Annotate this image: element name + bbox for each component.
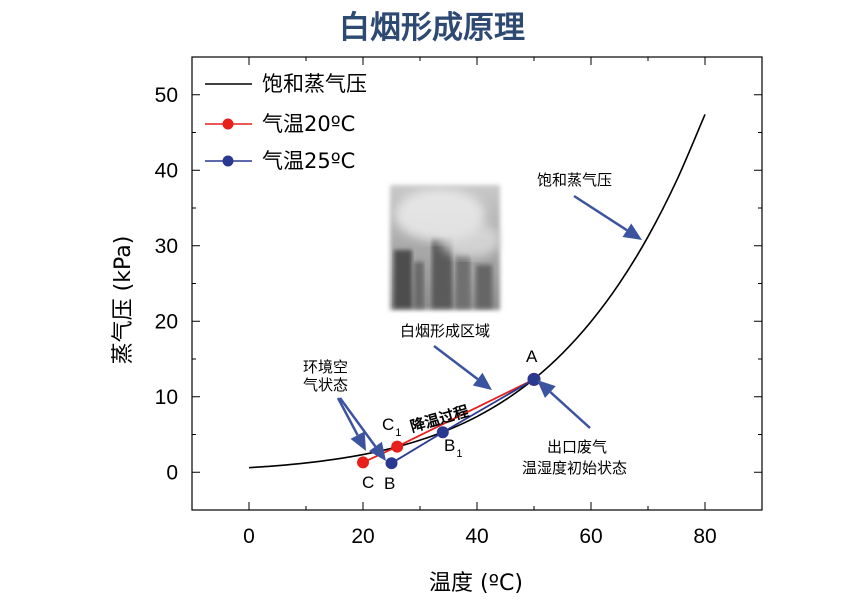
annotation-saturated-vapor: 饱和蒸气压 [537, 171, 612, 189]
arrow-ambient-to-C-head [350, 431, 366, 451]
point-A-25c [527, 372, 541, 386]
arrow-outlet-initial-head [537, 380, 556, 399]
arrow-ambient-to-C [336, 397, 366, 451]
point-B-25c [385, 457, 398, 470]
y-tick-label: 10 [155, 386, 178, 409]
arrow-outlet-initial-shaft [549, 391, 591, 429]
chart-title: 白烟形成原理 [339, 10, 525, 46]
point-label-A: A [526, 347, 538, 366]
legend-label-20c: 气温20ºC [262, 112, 355, 136]
y-tick-label: 30 [155, 235, 178, 258]
y-tick-label: 50 [155, 84, 178, 107]
x-tick-label: 80 [693, 525, 716, 548]
point-B1-25c [436, 426, 449, 439]
point-C-20c [357, 456, 369, 469]
point-label-C1: C1 [382, 415, 401, 439]
legend: 饱和蒸气压 气温20ºC 气温25ºC [205, 72, 367, 173]
x-tick-label: 60 [579, 525, 602, 548]
arrow-saturated-vapor-shaft [573, 194, 628, 232]
x-axis-label: 温度 (ºC) [429, 571, 523, 596]
x-tick-label: 40 [465, 525, 488, 548]
legend-marker-25c [222, 155, 234, 167]
point-label-B: B [384, 474, 395, 493]
point-label-B1: B1 [444, 436, 462, 460]
legend-marker-20c [222, 118, 234, 130]
arrow-ambient-to-B [338, 397, 386, 461]
legend-label-saturated: 饱和蒸气压 [262, 72, 367, 96]
arrow-white-smoke-region [433, 345, 492, 390]
smoke-photo [390, 185, 500, 310]
arrow-white-smoke-region-head [472, 372, 492, 390]
saturated-vapor-curve [248, 114, 706, 469]
point-label-sub-C1: 1 [395, 427, 401, 439]
arrow-ambient-to-B-head [368, 441, 386, 461]
arrow-saturated-vapor [573, 194, 642, 240]
annotation-outlet-line2: 温湿度初始状态 [522, 459, 627, 477]
x-tick-label: 0 [243, 525, 255, 548]
legend-label-25c: 气温25ºC [262, 149, 355, 173]
y-tick-label: 0 [166, 461, 178, 484]
annotation-white-smoke-region: 白烟形成区域 [400, 322, 490, 340]
arrow-white-smoke-region-shaft [433, 345, 479, 381]
axes-group: 0 20 40 60 80 0 10 20 30 40 50 [155, 56, 763, 548]
x-tick-label: 20 [351, 525, 374, 548]
arrow-outlet-initial [537, 380, 591, 429]
y-tick-label: 40 [155, 159, 178, 182]
annotation-ambient-line1: 环境空 [303, 358, 348, 376]
annotation-outlet-line1: 出口废气 [547, 438, 607, 456]
y-tick-label: 20 [155, 310, 178, 333]
series-group: C C1 A B B1 [248, 114, 706, 493]
point-label-C: C [362, 473, 374, 492]
point-C1-20c [391, 440, 404, 453]
annotation-ambient-line2: 气状态 [303, 376, 348, 394]
arrow-ambient-to-C-shaft [336, 397, 359, 436]
y-axis-label: 蒸气压 (kPa) [111, 236, 136, 365]
point-label-sub-B1: 1 [456, 448, 462, 460]
arrow-ambient-to-B-shaft [338, 397, 377, 448]
arrow-saturated-vapor-head [622, 223, 642, 240]
